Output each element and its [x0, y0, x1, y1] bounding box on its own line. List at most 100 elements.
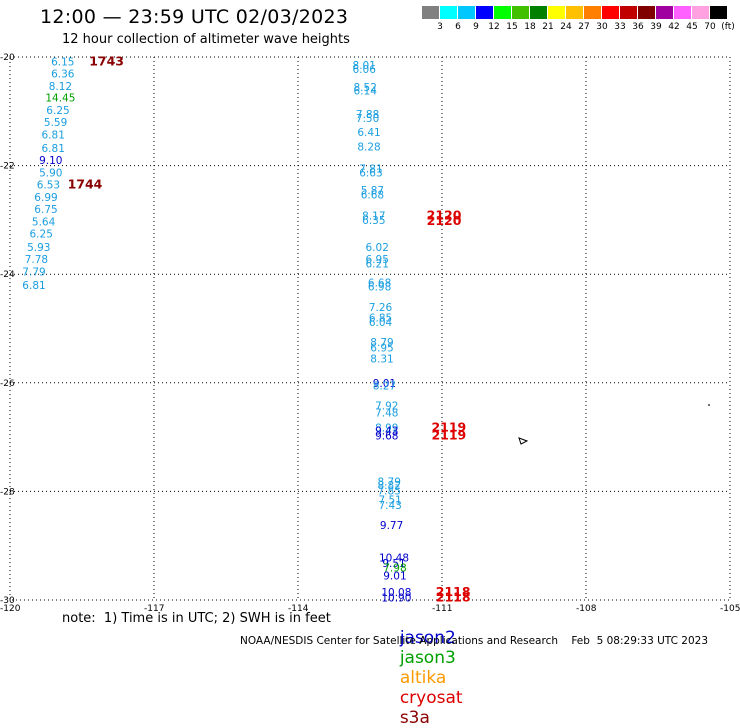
wave-height-value: 6.21 — [366, 258, 389, 270]
lon-tick-label: -111 — [432, 604, 452, 614]
wave-height-value: 9.01 — [373, 378, 396, 390]
island-outline — [518, 437, 529, 445]
colorbar-swatch — [548, 6, 565, 19]
wave-height-value: 7.78 — [25, 254, 48, 266]
wave-height-value: 6.35 — [362, 215, 385, 227]
wave-height-value: 10.90 — [381, 592, 411, 604]
wave-height-value: 7.50 — [356, 113, 379, 125]
cycle-number: 2119 — [431, 427, 466, 442]
lat-tick-label: -22 — [0, 162, 15, 172]
wave-height-value: 7.85 — [378, 485, 401, 497]
wave-height-value: 5.90 — [39, 168, 62, 180]
colorbar-swatch — [512, 6, 529, 19]
wave-height-value: 7.79 — [22, 266, 45, 278]
lon-tick-label: -108 — [576, 604, 597, 614]
wave-height-value: 6.81 — [42, 143, 65, 155]
wave-height-value: 8.28 — [357, 142, 380, 154]
lat-tick-label: -20 — [0, 53, 15, 63]
axis-ticks: -120 -117 -114 -111 -108 -105 -20 -22 -24 -26 -28 -… — [0, 53, 740, 614]
lon-tick-label: -114 — [288, 604, 309, 614]
wave-height-value: 7.48 — [375, 408, 398, 420]
lon-tick-label: -120 — [0, 604, 21, 614]
lat-lon-grid — [10, 57, 730, 600]
wave-height-value: 6.53 — [37, 180, 60, 192]
island-dot — [708, 404, 710, 406]
colorbar-swatch — [656, 6, 673, 19]
colorbar-label: 18 — [524, 22, 536, 32]
colorbar-label: 27 — [578, 22, 590, 32]
wave-height-value: 10.48 — [379, 553, 409, 565]
wave-height-value: 9.01 — [383, 571, 406, 583]
wave-height-value: 9.68 — [375, 430, 398, 442]
cycle-number: 2118 — [436, 589, 471, 604]
wave-height-value: 6.14 — [354, 86, 378, 98]
wave-height-value: 6.95 — [366, 254, 389, 266]
lat-tick-label: -28 — [0, 487, 15, 497]
colorbar-label: 3 — [437, 22, 443, 32]
colorbar-label: 24 — [560, 22, 572, 32]
wave-height-value: 6.25 — [46, 105, 69, 117]
islands — [518, 404, 710, 445]
colorbar-swatch — [494, 6, 511, 19]
wave-height-value: 7.92 — [375, 401, 398, 413]
colorbar-swatch — [566, 6, 583, 19]
wave-height-value: 6.15 — [51, 56, 74, 68]
colorbar-swatch — [692, 6, 709, 19]
legend-jason2: jason2 — [399, 628, 456, 648]
colorbar-swatch — [530, 6, 547, 19]
wave-height-value: 9.43 — [375, 426, 398, 438]
wave-height-value: 6.63 — [359, 168, 382, 180]
cycle-number: 1744 — [68, 177, 103, 192]
colorbar-label: 12 — [488, 22, 500, 32]
map-title: 12:00 — 23:59 UTC 02/03/2023 — [40, 6, 349, 28]
colorbar-label: 42 — [668, 22, 680, 32]
wave-height-value: 7.51 — [378, 495, 401, 507]
wave-height-value: 8.31 — [370, 353, 393, 365]
cycle-number: 2119 — [431, 419, 466, 434]
wave-height-value: 5.93 — [27, 242, 50, 254]
wave-height-value: 8.82 — [378, 480, 401, 492]
wave-height-value: 6.04 — [369, 317, 393, 329]
wave-height-value: 7.98 — [383, 562, 406, 574]
colorbar-swatch — [638, 6, 655, 19]
wave-height-value: 9.77 — [380, 520, 403, 532]
colorbar-swatch — [458, 6, 475, 19]
colorbar-swatch — [674, 6, 691, 19]
wave-height-observations: 6.156.368.1214.456.255.596.816.819.105.9… — [22, 56, 411, 604]
wave-height-value: 7.26 — [369, 302, 393, 314]
wave-height-value: 6.98 — [368, 282, 391, 294]
note-text: note: 1) Time is in UTC; 2) SWH is in fe… — [62, 611, 331, 626]
wave-height-value: 8.99 — [375, 422, 398, 434]
wave-height-value: 6.25 — [30, 228, 53, 240]
colorbar-label: (ft) — [721, 22, 735, 32]
cycle-number: 1743 — [89, 53, 124, 68]
satellite-legend: jason2 jason3 altika cryosat s3a — [389, 608, 475, 728]
wave-height-value: 6.75 — [34, 204, 57, 216]
colorbar-swatch — [710, 6, 727, 19]
wave-height-value: 5.87 — [361, 185, 384, 197]
map-border — [9, 56, 731, 601]
wave-height-value: 6.81 — [22, 280, 45, 292]
wave-height-value: 8.79 — [370, 337, 393, 349]
colorbar-label: 33 — [614, 22, 626, 32]
colorbar-swatch — [620, 6, 637, 19]
wave-height-value: 10.08 — [381, 587, 411, 599]
wave-height-value: 6.02 — [366, 242, 389, 254]
cycle-number: 2120 — [427, 213, 462, 228]
colorbar-label: 30 — [596, 22, 608, 32]
colorbar-label: 39 — [650, 22, 662, 32]
cycle-number: 2118 — [436, 584, 471, 599]
legend-jason3: jason3 — [399, 648, 456, 668]
wave-height-value: 6.36 — [51, 68, 75, 80]
altimeter-map: -120 -117 -114 -111 -108 -105 -20 -22 -24 -26 -28 -… — [0, 53, 740, 614]
legend-cryosat: cryosat — [399, 688, 463, 708]
colorbar-swatch — [440, 6, 457, 19]
colorbar-swatch — [602, 6, 619, 19]
wave-height-value: 8.12 — [49, 81, 72, 93]
lat-tick-label: -26 — [0, 379, 15, 389]
wave-height-value: 7.43 — [378, 500, 401, 512]
lat-tick-label: -24 — [0, 270, 15, 280]
legend-s3a: s3a — [399, 708, 430, 728]
wave-height-value: 8.27 — [373, 381, 396, 393]
